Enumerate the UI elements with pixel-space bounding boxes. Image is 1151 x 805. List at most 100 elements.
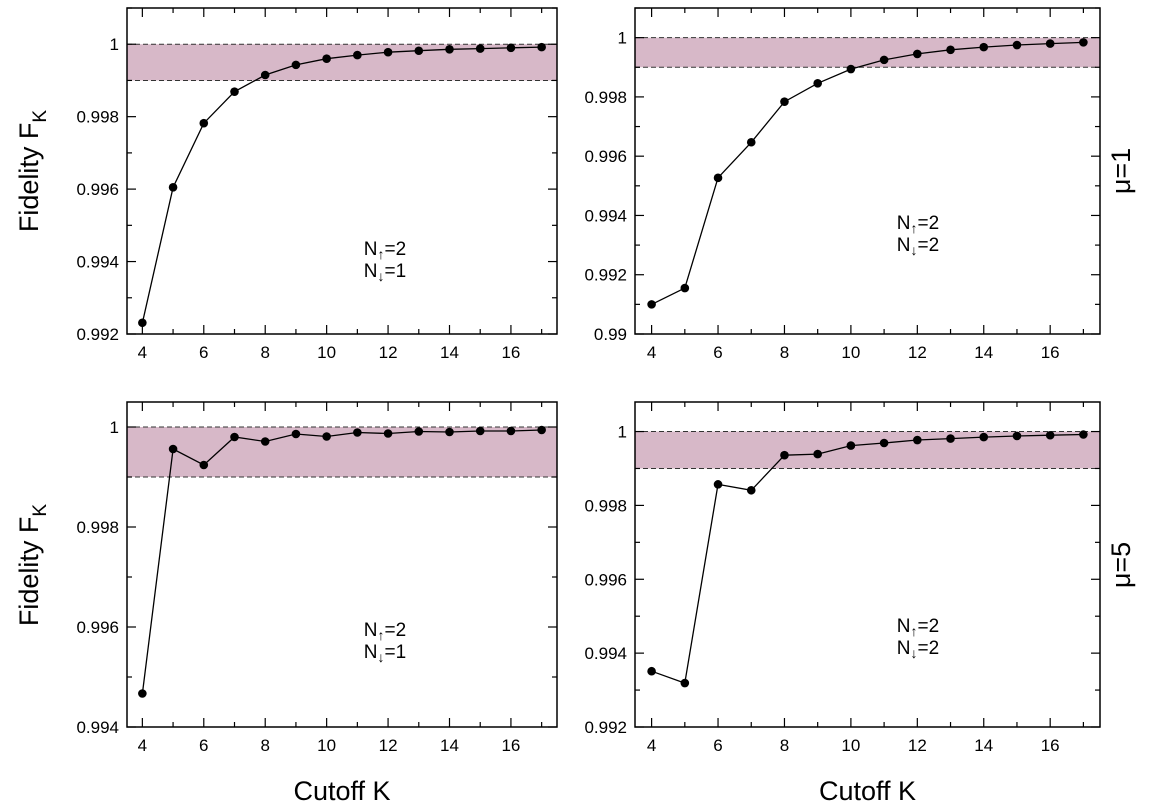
y-axis-label: Fidelity FK: [14, 504, 51, 627]
fidelity-band: [635, 431, 1100, 469]
x-tick-label: 10: [317, 736, 336, 755]
data-point: [445, 427, 454, 437]
spin-annotation: N↓=1: [364, 261, 406, 284]
x-tick-label: 10: [841, 343, 860, 362]
fidelity-band: [127, 44, 557, 81]
x-tick-label: 16: [1041, 343, 1060, 362]
data-point: [780, 450, 789, 460]
data-point: [680, 678, 690, 688]
annotation-arrow: ↓: [911, 242, 918, 258]
x-tick-label: 14: [440, 343, 459, 362]
data-point: [168, 183, 178, 192]
y-tick-label: 0.998: [76, 108, 119, 127]
annotation-value: =2: [918, 616, 940, 637]
chart-panel-1: 4 6 8 10 12 14 160.9920.9940.9960.9981N↑=2N↓=1…: [14, 7, 558, 362]
data-point: [475, 426, 485, 436]
annotation-value: =2: [918, 638, 940, 659]
y-tick-label: 0.994: [584, 206, 627, 225]
data-point: [746, 485, 756, 495]
data-point: [1045, 430, 1055, 440]
data-point: [537, 42, 546, 52]
data-point: [1079, 430, 1088, 439]
data-point: [383, 47, 393, 57]
x-tick-label: 4: [647, 736, 656, 755]
spin-annotation: N↑=2: [897, 616, 939, 639]
x-tick-label: 14: [974, 343, 993, 362]
y-tick-label: 0.994: [76, 718, 119, 737]
data-point: [780, 97, 789, 106]
annotation-symbol: N: [897, 235, 911, 256]
data-point: [353, 428, 362, 437]
x-axis-label: Cutoff K: [819, 776, 916, 805]
row-label: μ=5: [1106, 542, 1136, 588]
x-tick-label: 10: [317, 343, 336, 362]
x-tick-label: 10: [841, 736, 860, 755]
y-tick-label: 0.996: [584, 147, 627, 166]
annotation-arrow: ↓: [378, 268, 385, 284]
y-tick-label: 1: [618, 423, 627, 442]
x-tick-label: 16: [501, 343, 520, 362]
data-point: [846, 64, 856, 74]
annotation-symbol: N: [364, 642, 378, 663]
data-point: [445, 44, 454, 54]
spin-annotation: N↑=2: [364, 620, 406, 643]
data-point: [260, 70, 270, 80]
y-tick-label: 0.99: [594, 325, 627, 344]
data-point: [647, 666, 656, 676]
data-point: [230, 432, 239, 442]
data-point: [846, 441, 856, 450]
x-tick-label: 16: [501, 736, 520, 755]
data-point: [414, 427, 424, 436]
data-point: [979, 432, 989, 442]
x-tick-label: 4: [647, 343, 656, 362]
data-point: [353, 50, 362, 60]
annotation-arrow: ↓: [911, 645, 918, 661]
data-point: [506, 43, 516, 53]
x-axis-label: Cutoff K: [293, 776, 390, 805]
x-tick-label: 4: [138, 736, 147, 755]
annotation-value: =2: [918, 235, 940, 256]
x-tick-label: 6: [199, 343, 208, 362]
y-tick-label: 0.994: [584, 644, 627, 663]
series-line: [141, 46, 542, 323]
y-tick-label: 0.998: [584, 88, 627, 107]
data-point: [1012, 40, 1022, 50]
series-line: [651, 41, 1084, 305]
data-point: [260, 437, 270, 446]
fidelity-band: [635, 37, 1100, 68]
x-tick-label: 16: [1041, 736, 1060, 755]
x-tick-label: 6: [199, 736, 208, 755]
data-point: [199, 118, 209, 128]
data-point: [713, 480, 723, 489]
annotation-arrow: ↑: [378, 246, 385, 262]
spin-annotation: N↑=2: [897, 213, 939, 236]
data-point: [322, 54, 331, 64]
x-tick-label: 14: [974, 736, 993, 755]
y-tick-label: 0.996: [76, 618, 119, 637]
data-point: [138, 689, 147, 698]
plot-frame: [634, 401, 1101, 728]
data-point: [414, 46, 424, 56]
data-point: [813, 449, 822, 459]
data-point: [1045, 39, 1055, 48]
spin-annotation: N↓=2: [897, 235, 939, 258]
annotation-symbol: N: [364, 261, 378, 282]
data-point: [913, 435, 922, 445]
annotation-symbol: N: [897, 638, 911, 659]
x-tick-label: 8: [780, 343, 789, 362]
x-tick-label: 14: [440, 736, 459, 755]
x-tick-label: 8: [260, 343, 269, 362]
annotation-value: =1: [385, 261, 407, 282]
y-tick-label: 0.992: [584, 718, 627, 737]
annotation-symbol: N: [364, 620, 378, 641]
data-point: [913, 49, 922, 59]
annotation-arrow: ↑: [911, 623, 918, 639]
data-point: [713, 173, 723, 183]
y-tick-label: 1: [110, 418, 119, 437]
y-tick-label: 0.998: [76, 518, 119, 537]
annotation-symbol: N: [364, 239, 378, 260]
x-tick-label: 12: [908, 343, 927, 362]
data-point: [1079, 38, 1088, 47]
data-point: [291, 60, 301, 70]
